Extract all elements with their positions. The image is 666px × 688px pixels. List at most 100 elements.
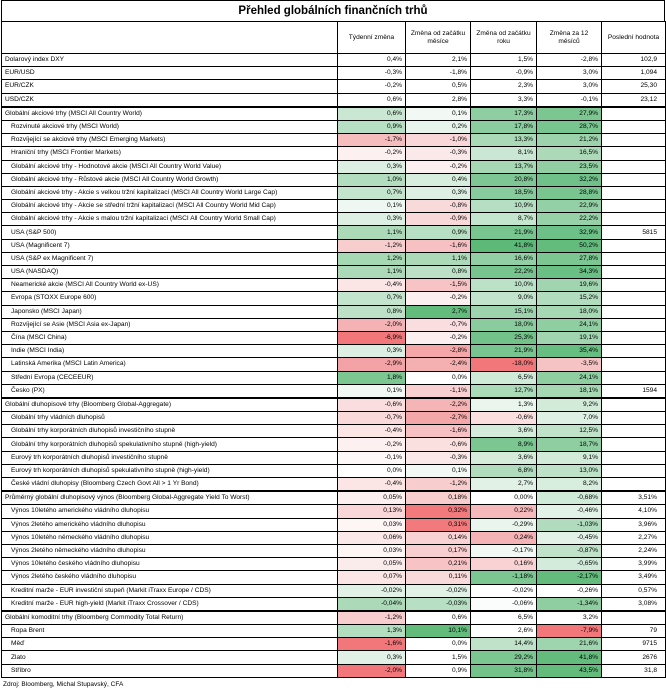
table-row: Výnos 2letého amerického vládního dluhop… [1,517,666,532]
value-cell: 13,0% [536,463,602,479]
value-cell: 0,18% [405,490,471,506]
value-cell: 3,0% [536,66,602,81]
value-cell: -2,7% [405,411,471,426]
table-row: Výnos 2letého německého vládního dluhopi… [1,543,666,559]
value-cell: 22,9% [536,199,602,214]
value-cell: -0,7% [405,317,471,332]
row-label: Rozvíjející se akciové trhy (MSCI Emergi… [1,133,338,148]
value-cell: 3,0% [536,79,602,94]
last-value-cell [601,291,666,306]
table-row: Japonsko (MSCI Japan) 0,8% 2,7% 15,1% 18,0% [1,304,666,319]
table-row: Zlato 0,3% 1,5% 29,2% 41,8% 2676 [1,650,666,665]
value-cell: 0,32% [405,504,471,519]
value-cell: -0,46% [536,504,602,519]
value-cell: -2,2% [405,396,471,413]
value-cell: -0,4% [337,477,406,492]
value-cell: -1,18% [470,570,537,585]
value-cell: -2,17% [536,570,602,585]
value-cell: -1,2% [405,477,471,492]
value-cell: 2,6% [470,624,537,639]
value-cell: 10,9% [470,199,537,214]
value-cell: 28,7% [536,119,602,135]
source-note: Zdroj: Bloomberg, Michal Stupavský, CFA [3,680,124,688]
value-cell: 1,3% [337,624,406,639]
value-cell: 24,1% [536,317,602,332]
value-cell: 21,9% [470,344,537,359]
row-label: Hraniční trhy (MSCI Frontier Markets) [1,146,338,161]
value-cell: 0,6% [405,609,471,626]
value-cell: -0,2% [337,437,406,452]
table-row: Eurový trh korporátních dluhopisů spekul… [1,463,666,479]
value-cell: 21,9% [470,225,537,240]
value-cell: -2,9% [337,357,406,372]
last-value-cell: 5815 [601,225,666,240]
last-value-cell [601,477,666,492]
last-value-cell [601,463,666,479]
row-label: Rozvinuté akciové trhy (MSCI World) [1,119,338,135]
row-label: USA (Magnificent 7) [1,238,338,253]
value-cell: -0,3% [337,66,406,81]
row-label: Kreditní marže - EUR high-yield (Markit … [1,596,338,612]
table-row: Rozvíjející se akciové trhy (MSCI Emergi… [1,133,666,148]
value-cell: 10,0% [470,278,537,293]
row-label: Výnos 10letého německého vládního dluhop… [1,530,338,545]
value-cell: -0,68% [536,490,602,506]
value-cell: 27,8% [536,251,602,267]
last-value-cell: 2,27% [601,530,666,545]
row-label: USA (NASDAQ) [1,264,338,280]
column-header-12m: Změna za 12 měsíců [536,21,602,54]
value-cell: 3,6% [470,424,537,439]
table-row: Globální trhy korporátních dluhopisů inv… [1,424,666,439]
row-label: Globální trhy vládních dluhopisů [1,411,338,426]
last-value-cell [601,264,666,280]
value-cell: 0,05% [337,490,406,506]
value-cell: 18,1% [536,383,602,399]
value-cell: 2,1% [405,52,471,68]
value-cell: 3,2% [536,609,602,626]
table-row: Hraniční trhy (MSCI Frontier Markets) -0,… [1,146,666,161]
value-cell: 35,4% [536,344,602,359]
value-cell: -0,6% [470,411,537,426]
row-label: Měď [1,637,338,652]
value-cell: 3,6% [470,450,537,465]
value-cell: 6,5% [470,370,537,385]
table-row: Globální akciové trhy - Akcie se střední… [1,199,666,214]
last-value-cell [601,317,666,332]
table-row: Rozvíjející se Asie (MSCI Asia ex-Japan)… [1,317,666,332]
value-cell: 16,6% [470,251,537,267]
value-cell: 15,1% [470,304,537,319]
row-label: Průměrný globální dluhopisový výnos (Blo… [1,490,338,506]
last-value-cell: 2676 [601,650,666,665]
table-row: Dolarový index DXY 0,4% 2,1% 1,5% -2,8% 102,9 [1,52,666,68]
value-cell: 1,0% [337,172,406,187]
value-cell: 0,16% [470,557,537,572]
last-value-cell [601,304,666,319]
value-cell: 17,8% [470,119,537,135]
row-label: Zlato [1,650,338,665]
value-cell: -0,06% [470,596,537,612]
header-row: Týdenní změna Změna od začátku měsíce Zm… [1,21,666,54]
value-cell: -0,1% [337,450,406,465]
last-value-cell [601,199,666,214]
row-label: Globální akciové trhy - Akcie s malou tr… [1,212,338,227]
row-label: Ropa Brent [1,624,338,639]
value-cell: 0,6% [337,92,406,108]
row-label: Stříbro [1,663,338,678]
value-cell: -1,03% [536,517,602,532]
table-row: Výnos 10letého amerického vládního dluho… [1,504,666,519]
value-cell: -7,9% [536,624,602,639]
table-row: EUR/CZK -0,2% 0,5% 2,3% 3,0% 25,30 [1,79,666,94]
value-cell: 0,9% [337,119,406,135]
value-cell: -0,65% [536,557,602,572]
value-cell: 12,7% [470,383,537,399]
value-cell: 0,3% [337,159,406,174]
value-cell: 21,6% [536,637,602,652]
value-cell: -0,26% [536,583,602,598]
table-row: Globální akciové trhy - Akcie s malou tr… [1,212,666,227]
value-cell: 0,0% [405,637,471,652]
value-cell: 1,1% [337,264,406,280]
value-cell: 0,9% [405,663,471,678]
table-row: Stříbro -2,0% 0,9% 31,8% 43,5% 31,8 [1,663,666,678]
table-row: Globální akciové trhy (MSCI All Country … [1,105,666,121]
row-label: Kreditní marže - EUR investiční stupeň (… [1,583,338,598]
